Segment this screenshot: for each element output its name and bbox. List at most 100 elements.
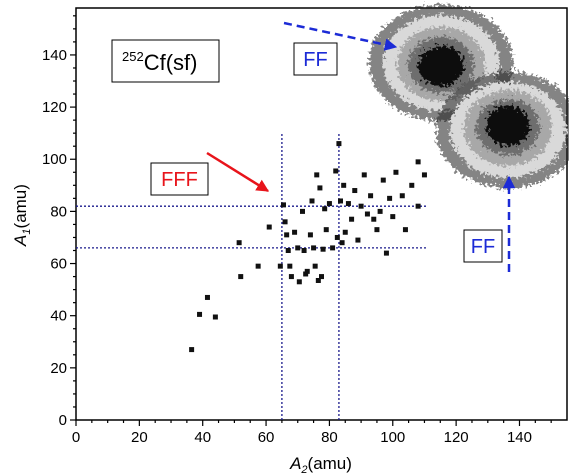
scatter-point [292, 229, 298, 235]
scatter-point [387, 195, 393, 201]
scatter-point [277, 263, 283, 269]
scatter-point [204, 294, 210, 300]
y-axis: 0 20 40 60 80 100 120 140 [42, 15, 76, 429]
x-tick-label: 20 [131, 429, 148, 446]
scatter-point [284, 232, 290, 238]
scatter-point [296, 279, 302, 285]
ff-annotation-right: FF [463, 175, 516, 272]
x-tick-label: 60 [258, 429, 275, 446]
scatter-point [299, 208, 305, 214]
x-axis-title-main: A [289, 454, 301, 473]
scatter-point [197, 311, 203, 317]
scatter-point [309, 198, 315, 204]
y-tick-label: 60 [50, 256, 67, 273]
x-axis-title: A2(amu) [289, 454, 352, 473]
scatter-point [393, 169, 399, 175]
scatter-point [287, 263, 293, 269]
scatter-point [280, 202, 286, 208]
x-axis-title-sub: 2 [300, 464, 307, 473]
scatter-point [364, 211, 370, 217]
y-tick-label: 140 [42, 47, 67, 64]
scatter-point [295, 245, 301, 251]
scatter-point [374, 227, 380, 233]
y-axis-title-main: A [11, 235, 30, 247]
scatter-point [338, 198, 344, 204]
x-tick-label: 100 [380, 429, 405, 446]
scatter-point [307, 232, 313, 238]
y-tick-label: 100 [42, 151, 67, 168]
ff-annotation-top-label: FF [303, 49, 327, 71]
scatter-point [315, 277, 321, 283]
svg-text:252Cf(sf): 252Cf(sf) [122, 49, 197, 75]
scatter-point [341, 182, 347, 188]
x-tick-label: 40 [194, 429, 211, 446]
scatter-point [421, 172, 427, 178]
y-axis-title: A1(amu) [11, 184, 33, 247]
fff-annotation: FFF [150, 151, 270, 196]
y-tick-label: 20 [50, 360, 67, 377]
y-axis-title-sub: 1 [21, 228, 33, 234]
scatter-point [342, 229, 348, 235]
ff-island-upper [369, 5, 513, 121]
reaction-label-text: Cf(sf) [144, 50, 198, 75]
x-axis: 0 20 40 60 80 100 120 140 [72, 420, 552, 446]
scatter-point [358, 203, 364, 209]
x-axis-title-unit: (amu) [308, 454, 352, 473]
scatter-points [189, 141, 427, 353]
scatter-point [320, 246, 326, 252]
reaction-label: 252Cf(sf) [111, 39, 220, 83]
scatter-point [326, 201, 332, 207]
scatter-point [377, 208, 383, 214]
scatter-point [317, 185, 323, 191]
scatter-point [333, 168, 339, 174]
ff-annotation-right-label: FF [471, 236, 495, 258]
ff-annotation-top: FF [283, 21, 398, 76]
scatter-point [311, 245, 317, 251]
scatter-point [402, 227, 408, 233]
scatter-point [212, 314, 218, 320]
scatter-point [303, 271, 309, 277]
scatter-point [285, 248, 291, 254]
scatter-point [301, 248, 307, 254]
fff-annotation-label: FFF [161, 169, 198, 191]
scatter-point [368, 193, 374, 199]
fff-arrow [206, 151, 270, 193]
scatter-point [380, 177, 386, 183]
scatter-point [330, 245, 336, 251]
scatter-point [345, 201, 351, 207]
scatter-point [339, 240, 345, 246]
scatter-point [314, 172, 320, 178]
scatter-point [361, 172, 367, 178]
x-tick-label: 120 [444, 429, 469, 446]
scatter-point [322, 206, 328, 212]
scatter-point [409, 182, 415, 188]
ff-density-islands [369, 5, 569, 188]
scatter-point [312, 263, 318, 269]
reaction-label-superscript: 252 [122, 49, 144, 64]
scatter-point [238, 274, 244, 280]
ff-island-lower [436, 72, 569, 188]
y-tick-label: 0 [59, 412, 67, 429]
scatter-point [334, 234, 340, 240]
scatter-point [371, 216, 377, 222]
x-tick-label: 140 [507, 429, 532, 446]
scatter-point [236, 240, 242, 246]
y-axis-title-unit: (amu) [11, 184, 30, 228]
y-tick-label: 80 [50, 203, 67, 220]
scatter-point [255, 263, 261, 269]
scatter-point [399, 193, 405, 199]
y-tick-label: 120 [42, 99, 67, 116]
guide-lines [76, 133, 428, 420]
y-tick-label: 40 [50, 308, 67, 325]
scatter-point [323, 227, 329, 233]
scatter-point [415, 159, 421, 165]
scatter-point [319, 274, 324, 280]
scatter-point [415, 203, 421, 209]
scatter-point [288, 274, 294, 280]
scatter-point [355, 237, 361, 243]
scatter-point [266, 224, 272, 230]
scatter-point [189, 347, 195, 353]
scatter-point [282, 219, 288, 225]
x-tick-label: 0 [72, 429, 80, 446]
